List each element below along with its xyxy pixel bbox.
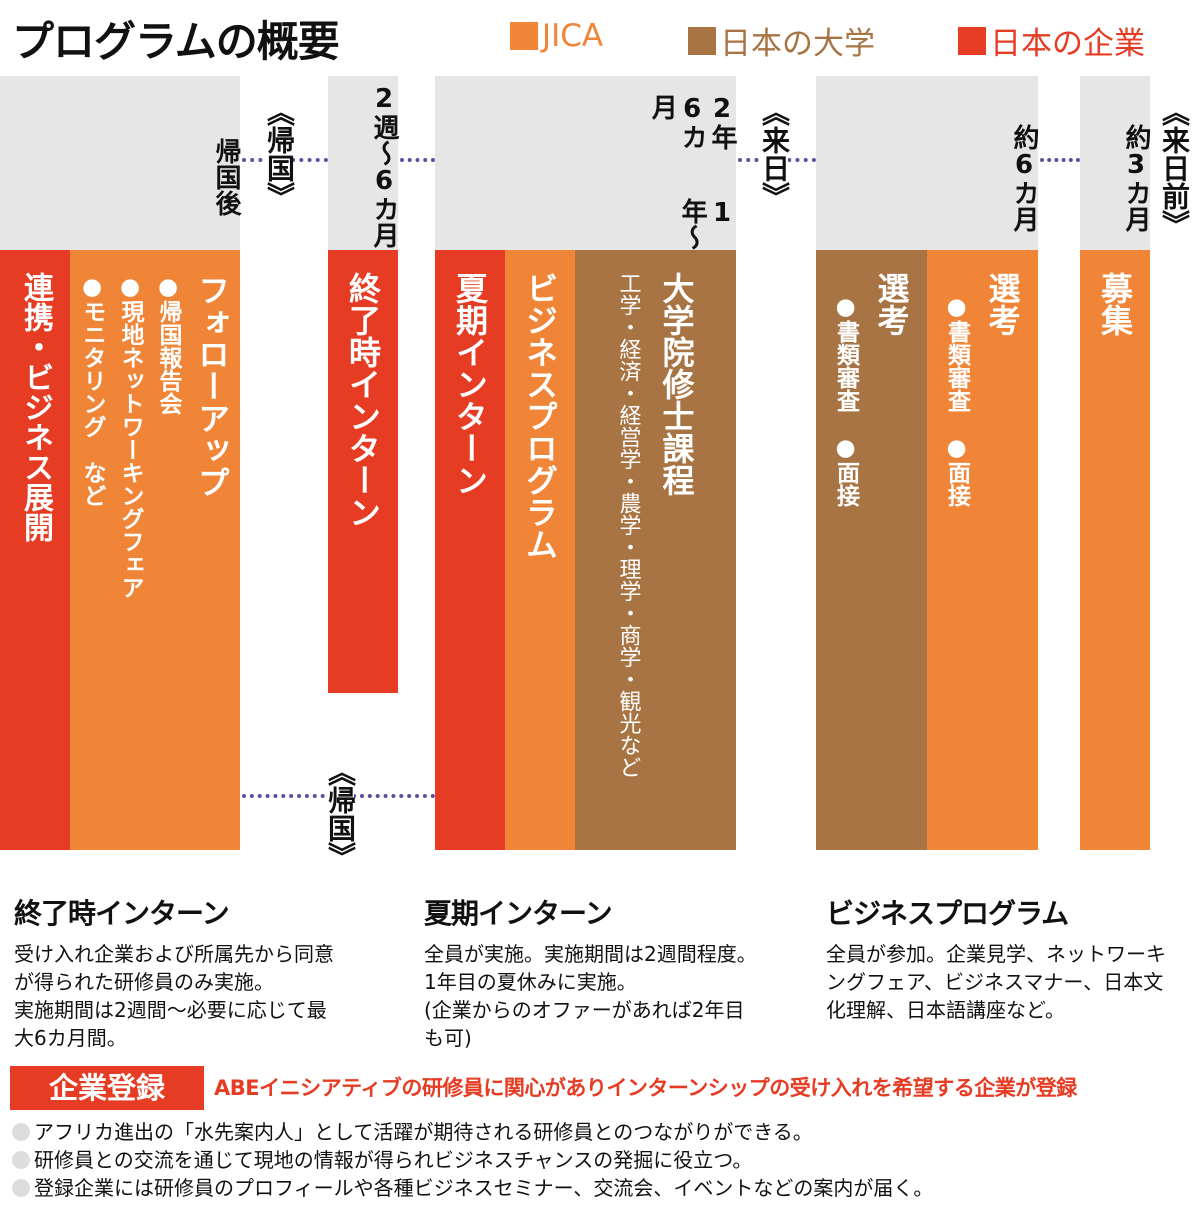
section-summer-intern: 夏期インターン 全員が実施。実施期間は2週間程度。 1年目の夏休みに実施。 (企業か… xyxy=(424,892,804,1052)
section-title: ビジネスプログラム xyxy=(826,897,1069,930)
section-text: 大6カ月間。 xyxy=(14,1026,127,1050)
block-university-selection: 選考 ●書類審査 ●面接 xyxy=(816,250,927,850)
section-final-intern: 終了時インターン 受け入れ企業および所属先から同意 が得られた研修員のみ実施。実施… xyxy=(14,892,394,1052)
list-item: 研修員との交流を通じて現地の情報が得られビジネスチャンスの発掘に役立つ。 xyxy=(12,1146,1192,1174)
section-title: 夏期インターン xyxy=(424,897,613,930)
block-subtitle: 工学・経済・経営学・農学・理学・商学・観光など xyxy=(615,272,641,778)
section-text: 化理解、日本語講座など。 xyxy=(826,998,1065,1022)
block-items: ●書類審査 ●面接 xyxy=(943,294,970,507)
registration-benefits: アフリカ進出の「水先案内人」として活躍が期待される研修員とのつながりができる。 … xyxy=(12,1118,1192,1202)
block-masters: 大学院修士課程 工学・経済・経営学・農学・理学・商学・観光など xyxy=(575,250,736,850)
section-business-program: ビジネスプログラム 全員が参加。企業見学、ネットワーキ ングフェア、ビジネスマナー… xyxy=(826,892,1200,1024)
list-item-text: 登録企業には研修員のプロフィールや各種ビジネスセミナー、交流会、イベントなどの案… xyxy=(34,1176,934,1200)
block-title: フォローアップ xyxy=(193,274,231,498)
section-text: 全員が実施。実施期間は2週間程度。 xyxy=(424,942,757,966)
section-text: が得られた研修員のみ実施。 xyxy=(14,970,274,994)
marker-arrival: 《来日》 xyxy=(758,98,791,210)
block-jica-selection: 選考 ●書類審査 ●面接 xyxy=(927,250,1038,850)
list-item: 登録企業には研修員のプロフィールや各種ビジネスセミナー、交流会、イベントなどの案… xyxy=(12,1174,1192,1202)
list-item: ●現地ネットワーキングフェア xyxy=(117,274,143,599)
block-business-program: ビジネスプログラム xyxy=(505,250,575,850)
section-text: も可) xyxy=(424,1026,472,1050)
list-item-text: アフリカ進出の「水先案内人」として活躍が期待される研修員とのつながりができる。 xyxy=(34,1120,813,1144)
header-study: 1年〜 2年6カ月 xyxy=(435,76,737,250)
marker-pre-arrival: 《来日前》 xyxy=(1158,98,1191,238)
header-recruit: 約3カ月 xyxy=(1080,76,1151,250)
list-item: ●帰国報告会 xyxy=(155,274,181,415)
section-text: 全員が参加。企業見学、ネットワーキ xyxy=(826,942,1166,966)
block-follow-up: フォローアップ ●帰国報告会 ●現地ネットワーキングフェア ●モニタリング など xyxy=(70,250,240,850)
registration-headline: ABEイニシアティブの研修員に関心がありインターンシップの受け入れを希望する企業… xyxy=(214,1076,1077,1100)
legend-swatch xyxy=(958,26,986,55)
marker-return-final: 《帰国》 xyxy=(324,758,357,870)
registration-badge: 企業登録 xyxy=(10,1066,204,1110)
legend-company: 日本の企業 xyxy=(958,18,1145,63)
block-label: 終了時インターン xyxy=(344,272,382,528)
header-label: 2年6カ月 xyxy=(647,94,737,150)
block-label: 募集 xyxy=(1096,272,1134,336)
bullet-icon xyxy=(12,1123,30,1141)
block-title: 大学院修士課程 xyxy=(657,272,696,496)
section-text: 1年目の夏休みに実施。 xyxy=(424,970,637,994)
list-item-text: 研修員との交流を通じて現地の情報が得られビジネスチャンスの発掘に役立つ。 xyxy=(34,1148,753,1172)
list-item: アフリカ進出の「水先案内人」として活躍が期待される研修員とのつながりができる。 xyxy=(12,1118,1192,1146)
header-selection: 約6カ月 xyxy=(816,76,1039,250)
header-after-return: 帰国後 xyxy=(0,76,241,250)
header-label: 帰国後 xyxy=(211,138,241,216)
marker-return: 《帰国》 xyxy=(263,98,296,210)
section-text: ングフェア、ビジネスマナー、日本文 xyxy=(826,970,1164,994)
header-label: 約3カ月 xyxy=(1121,124,1151,232)
header-final-intern: 2週〜6カ月 xyxy=(328,76,399,250)
timeline-connector xyxy=(400,158,435,162)
block-summer-intern: 夏期インターン xyxy=(435,250,505,850)
block-recruit: 募集 xyxy=(1080,250,1150,850)
block-label: ビジネスプログラム xyxy=(521,272,559,560)
page-title: プログラムの概要 xyxy=(12,17,340,66)
section-text: 実施期間は2週間〜必要に応じて最 xyxy=(14,998,327,1022)
block-items: ●書類審査 ●面接 xyxy=(832,294,859,507)
header-label: 約6カ月 xyxy=(1009,124,1039,232)
section-text: (企業からのオファーがあれば2年目 xyxy=(424,998,745,1022)
header-label: 2週〜6カ月 xyxy=(369,84,399,248)
block-final-intern: 終了時インターン xyxy=(328,250,398,693)
section-text: 受け入れ企業および所属先から同意 xyxy=(14,942,334,966)
block-label: 連携・ビジネス展開 xyxy=(18,272,53,542)
legend-label: JICA xyxy=(542,18,604,54)
legend-swatch xyxy=(688,26,716,55)
bullet-icon xyxy=(12,1179,30,1197)
block-business-expansion: 連携・ビジネス展開 xyxy=(0,250,70,850)
block-title: 選考 xyxy=(983,272,1022,336)
legend-swatch xyxy=(510,22,538,50)
block-label: 夏期インターン xyxy=(451,272,489,496)
block-title: 選考 xyxy=(872,272,911,336)
timeline-connector xyxy=(1040,158,1080,162)
legend-label: 日本の大学 xyxy=(720,26,875,62)
legend-label: 日本の企業 xyxy=(990,26,1145,62)
bullet-icon xyxy=(12,1151,30,1169)
section-title: 終了時インターン xyxy=(14,897,230,930)
legend-university: 日本の大学 xyxy=(688,18,875,63)
legend-jica: JICA xyxy=(510,18,603,54)
list-item: ●モニタリング など xyxy=(79,274,105,507)
header-label: 1年〜 xyxy=(677,198,737,250)
